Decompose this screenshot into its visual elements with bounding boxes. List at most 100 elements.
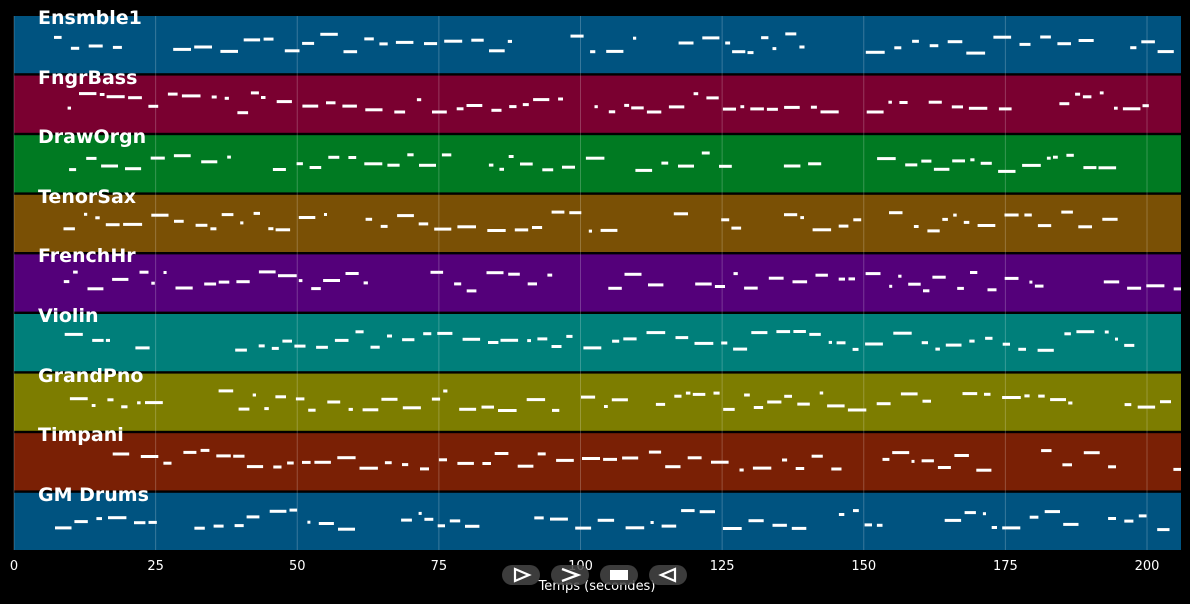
play-button[interactable] [502,565,540,585]
note [181,94,201,98]
note [665,465,681,469]
note [583,346,602,350]
note [611,398,628,402]
note [194,45,212,49]
note [725,41,731,45]
note [444,39,463,43]
note [582,457,600,460]
note [612,339,620,343]
note [387,334,392,338]
note [276,100,292,104]
note [800,216,804,220]
note [933,167,950,171]
play-outline-icon [513,567,532,583]
note [552,408,560,412]
note [151,281,155,285]
note [112,452,130,456]
note [363,281,368,285]
note [107,398,114,402]
note [84,212,88,216]
note [772,523,787,527]
note [723,407,735,411]
note [648,450,662,454]
note [876,402,891,406]
note [99,93,105,96]
note [1076,330,1095,334]
note [402,406,421,410]
track-lane [14,254,1181,312]
note [137,401,141,405]
track-lane [14,373,1181,431]
note [318,522,334,525]
note [1004,213,1019,217]
x-tick-label: 125 [709,559,735,574]
note [1146,284,1165,288]
note [489,49,505,53]
track-label: Timpani [38,424,124,447]
note [623,337,637,341]
note [569,211,582,215]
note [1002,396,1021,399]
fast-forward-button[interactable] [551,565,589,585]
note [954,454,969,457]
note [449,519,461,523]
note [827,404,845,408]
note [275,228,291,232]
note [866,110,884,114]
note [668,105,685,109]
note [295,397,305,401]
track-lane [14,314,1181,372]
stop-button[interactable] [600,565,638,585]
note [937,466,951,469]
note [899,101,908,104]
note [284,49,300,53]
note [776,330,791,334]
note [235,348,247,352]
note [985,336,993,340]
note [556,458,574,462]
note [733,347,748,351]
note [964,511,976,515]
note [88,44,103,48]
note [893,331,912,335]
note [1002,342,1010,346]
note [227,155,231,159]
note [625,526,645,530]
note [273,465,282,469]
track-notes [55,508,1170,532]
note [947,40,963,44]
note [424,42,438,46]
note [908,282,921,286]
track-notes [54,32,1174,55]
note [96,517,102,521]
note [1137,405,1156,409]
note [441,153,452,157]
note [721,341,728,345]
note [320,32,338,36]
note [900,392,918,396]
note [603,457,617,461]
note [438,458,447,462]
note [309,166,322,169]
note [783,164,801,168]
back-button[interactable] [649,565,687,585]
note [922,399,931,403]
note [326,101,336,105]
track-notes [64,330,1135,352]
note [719,164,732,168]
note [1066,153,1074,157]
note [73,270,78,274]
note [269,509,287,513]
note [246,465,264,469]
note [210,227,217,231]
note [261,96,266,99]
note [418,511,422,515]
note [308,408,316,412]
note [791,526,807,530]
note [481,405,494,409]
note [694,341,714,345]
note [797,402,810,406]
note [237,111,249,115]
note [1029,280,1033,284]
note [271,346,279,350]
